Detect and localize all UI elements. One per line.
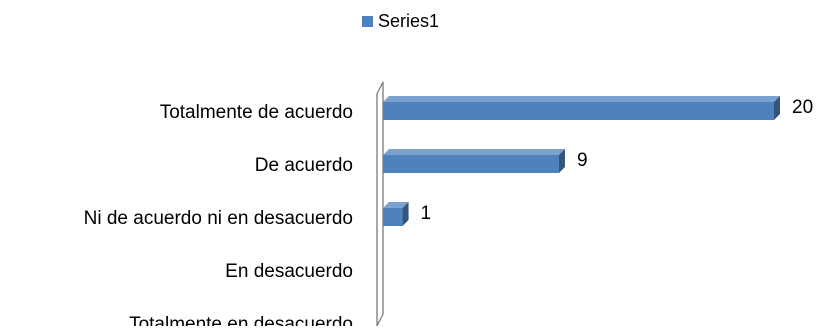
legend-label: Series1 bbox=[378, 11, 439, 31]
category-label: Totalmente en desacuerdo bbox=[129, 314, 353, 326]
bar bbox=[383, 149, 565, 173]
legend-swatch bbox=[362, 16, 373, 27]
axis-wall bbox=[376, 81, 384, 327]
bar-top-face bbox=[383, 96, 780, 102]
bar-side-face bbox=[774, 96, 780, 120]
data-label: 1 bbox=[421, 203, 432, 224]
bar-top-face bbox=[383, 202, 409, 208]
bar bbox=[383, 96, 780, 120]
bar bbox=[383, 202, 409, 226]
category-label: Totalmente de acuerdo bbox=[160, 102, 353, 123]
bars bbox=[383, 96, 780, 226]
bar-front-face bbox=[383, 155, 559, 173]
data-label: 9 bbox=[577, 150, 588, 171]
bar-side-face bbox=[558, 149, 565, 173]
bar-front-face bbox=[383, 102, 774, 120]
bar-front-face bbox=[383, 208, 403, 226]
category-labels: Totalmente de acuerdo De acuerdo Ni de acu… bbox=[84, 102, 353, 331]
legend: Series1 bbox=[362, 11, 439, 31]
category-axis bbox=[376, 81, 384, 327]
bar-top-face bbox=[383, 149, 565, 155]
category-label: De acuerdo bbox=[255, 155, 353, 176]
data-label: 20 bbox=[792, 97, 813, 118]
category-label: Ni de acuerdo ni en desacuerdo bbox=[84, 208, 353, 229]
category-label: En desacuerdo bbox=[225, 261, 353, 282]
bar-side-face bbox=[402, 202, 409, 226]
